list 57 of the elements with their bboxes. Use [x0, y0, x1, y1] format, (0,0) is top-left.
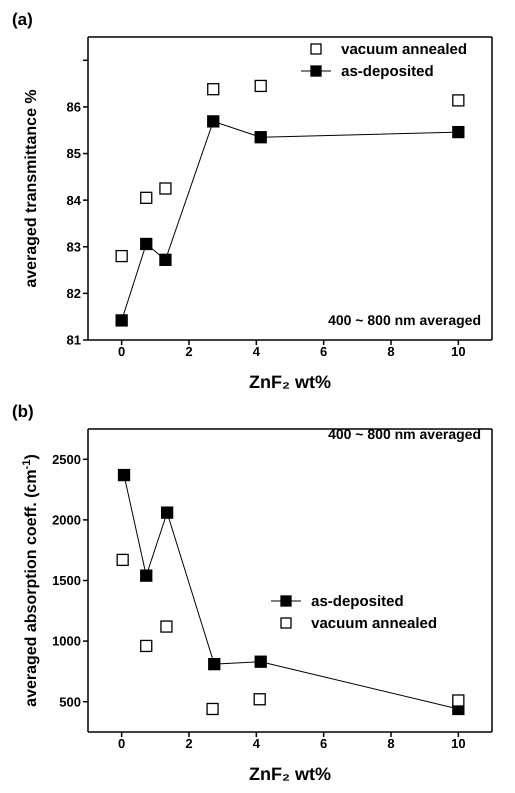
x-tick-label: 8 [387, 736, 395, 752]
legend-label: vacuum annealed [311, 614, 437, 632]
point [116, 314, 128, 327]
point [207, 115, 220, 128]
x-tick-label: 4 [252, 736, 261, 752]
y-tick-label: 500 [59, 694, 81, 710]
point [140, 238, 152, 250]
point [208, 658, 220, 670]
y-tick-label: 83 [66, 239, 81, 254]
point [116, 554, 129, 566]
point [160, 620, 173, 633]
point [254, 80, 267, 92]
x-tick-label: 10 [451, 736, 466, 752]
text: (b) [12, 402, 34, 422]
x-tick-label: 6 [320, 344, 328, 360]
point [159, 254, 172, 266]
point [254, 131, 267, 144]
x-tick-label: 2 [185, 344, 193, 360]
y-tick-label: 85 [66, 146, 81, 162]
point [118, 468, 130, 482]
x-axis-title: ZnF₂ wt% [249, 372, 331, 392]
legend-label: vacuum annealed [341, 40, 467, 58]
x-tick-label: 2 [185, 736, 193, 752]
point [254, 656, 267, 668]
x-tick-label: 8 [387, 344, 395, 360]
y-axis-title: averaged transmittance % [23, 89, 40, 288]
point [140, 192, 152, 204]
point [207, 83, 220, 96]
x-tick-label: 6 [320, 736, 328, 752]
x-tick-label: 10 [451, 344, 466, 360]
point [140, 640, 152, 652]
point [206, 702, 219, 716]
point [159, 182, 172, 195]
annotation: 400 ~ 800 nm averaged [328, 426, 481, 442]
y-tick-label: 1000 [52, 634, 81, 649]
point [116, 250, 128, 262]
y-tick-label: 2500 [52, 452, 81, 467]
annotation: 400 ~ 800 nm averaged [328, 312, 481, 328]
y-tick-label: 82 [66, 286, 81, 301]
legend-label: as-deposited [311, 592, 404, 610]
x-tick-label: 4 [252, 344, 261, 360]
point [140, 570, 152, 582]
y-tick-label: 81 [66, 332, 81, 348]
point [452, 94, 464, 107]
x-axis-title: ZnF₂ wt% [249, 764, 331, 784]
point [452, 126, 464, 138]
y-tick-label: 86 [66, 100, 81, 115]
point [452, 694, 464, 707]
x-tick-label: 0 [118, 344, 126, 360]
y-tick-label: 1500 [52, 573, 81, 588]
point [254, 693, 266, 706]
text: (a) [12, 10, 33, 30]
legend-label: as-deposited [341, 62, 434, 80]
y-tick-label: 2000 [52, 512, 81, 528]
x-tick-label: 0 [118, 736, 126, 752]
y-tick-label: 84 [66, 192, 82, 208]
point [160, 506, 174, 519]
